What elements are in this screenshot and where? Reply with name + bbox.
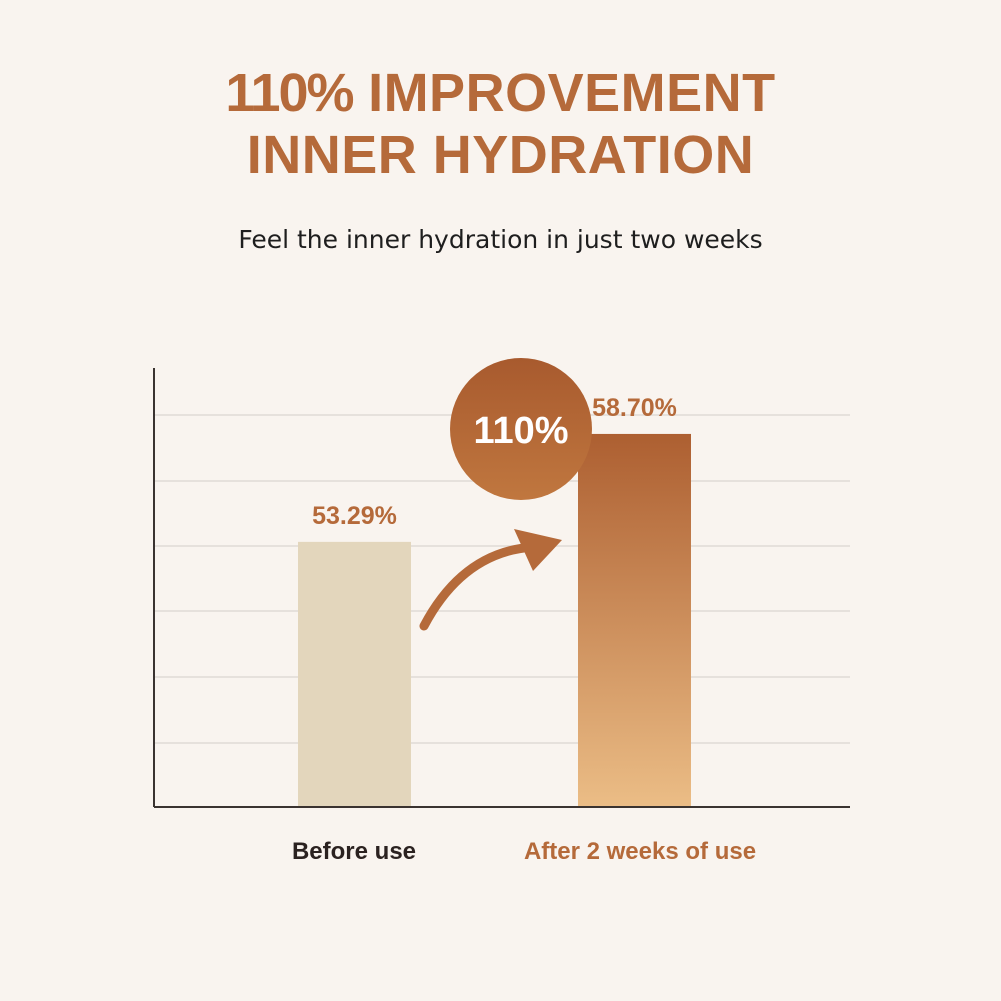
category-label-after: After 2 weeks of use [523, 838, 757, 865]
chart-subtitle: Feel the inner hydration in just two wee… [238, 225, 763, 254]
axes [153, 368, 850, 808]
improvement-badge-label: 110% [473, 410, 568, 452]
title-rest: IMPROVEMENT [368, 63, 776, 123]
bar-after-use [578, 433, 691, 807]
chart-title: 110% IMPROVEMENT INNER HYDRATION [0, 62, 1001, 186]
bars [298, 433, 691, 807]
title-line-2: INNER HYDRATION [246, 125, 755, 185]
title-highlight: 110% [225, 63, 354, 123]
value-labels: 53.29% 58.70% [312, 394, 677, 530]
title-line-1: 110% IMPROVEMENT [225, 63, 775, 123]
category-label-before: Before use [291, 838, 417, 865]
value-label-after: 58.70% [592, 394, 677, 422]
bar-before-use [298, 541, 411, 807]
growth-arrow-icon [419, 542, 538, 631]
growth-arrowhead-icon [514, 529, 562, 571]
value-label-before: 53.29% [312, 502, 397, 530]
improvement-badge [450, 358, 592, 500]
